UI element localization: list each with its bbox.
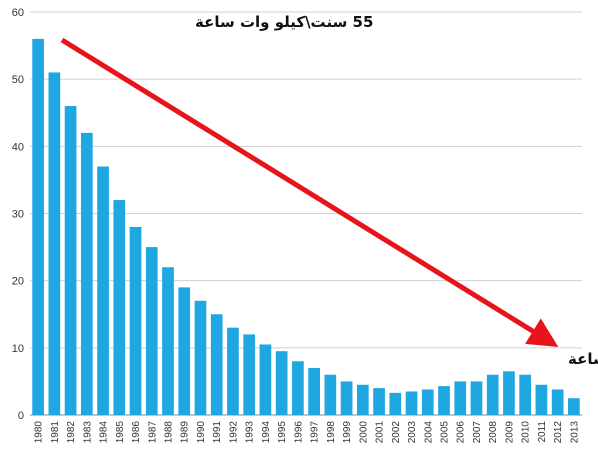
- bar-1983: [80, 132, 93, 415]
- x-tick-label: 2008: [488, 421, 499, 444]
- bar-2006: [454, 381, 467, 415]
- y-tick-label: 30: [12, 209, 24, 221]
- x-tick-label: 1989: [180, 421, 191, 444]
- x-tick-label: 2010: [521, 421, 532, 444]
- bar-2004: [421, 389, 434, 415]
- x-tick-label: 1986: [131, 421, 142, 444]
- bar-1999: [340, 381, 353, 415]
- annotation-end: 2.2سنت\كيلو وات ساعة: [568, 350, 598, 368]
- bar-1991: [210, 314, 223, 415]
- bar-1982: [64, 106, 77, 416]
- x-tick-label: 2009: [504, 421, 515, 444]
- bar-2001: [373, 388, 385, 415]
- bar-1987: [145, 247, 158, 415]
- x-tick-label: 2005: [440, 421, 451, 444]
- x-tick-label: 1992: [228, 421, 239, 444]
- x-tick-label: 2002: [391, 421, 402, 444]
- bar-1988: [162, 267, 174, 415]
- bar-2012: [551, 389, 564, 415]
- annotation-start: 55 سنت\كيلو وات ساعة: [195, 13, 373, 31]
- trend-arrow: [60, 37, 559, 347]
- bar-1994: [259, 344, 272, 415]
- bar-2010: [519, 374, 532, 415]
- x-tick-label: 1991: [212, 421, 223, 444]
- bar-2008: [486, 374, 499, 415]
- y-axis: 0 10 20 30 40 50 60: [12, 7, 24, 422]
- bar-2000: [356, 384, 369, 415]
- x-tick-label: 2007: [472, 421, 483, 444]
- x-tick-label: 2006: [456, 421, 467, 444]
- bar-1992: [227, 327, 239, 415]
- bar-2011: [535, 384, 548, 415]
- bar-1981: [48, 72, 61, 415]
- bars: [32, 38, 580, 416]
- x-tick-label: 2011: [537, 421, 548, 443]
- bar-1980: [32, 38, 44, 415]
- x-tick-label: 2013: [569, 421, 580, 444]
- x-axis: 1980 1981 1982 1983 1984 1985 1986 1987 1988 1989…: [34, 421, 581, 444]
- y-tick-label: 20: [12, 276, 24, 288]
- x-tick-label: 1987: [147, 421, 158, 444]
- x-tick-label: 1999: [342, 421, 353, 444]
- bar-1985: [113, 200, 126, 415]
- x-tick-label: 1985: [115, 421, 126, 444]
- x-tick-label: 1980: [34, 421, 45, 444]
- bar-1997: [308, 367, 320, 415]
- x-tick-label: 1990: [196, 421, 207, 444]
- x-tick-label: 1998: [326, 421, 337, 444]
- bar-1986: [129, 226, 142, 415]
- bar-1996: [292, 361, 304, 415]
- bar-1990: [194, 300, 207, 415]
- x-tick-label: 1983: [82, 421, 93, 444]
- y-tick-label: 40: [12, 141, 24, 153]
- x-tick-label: 1994: [261, 421, 272, 444]
- x-tick-label: 2001: [375, 421, 386, 444]
- x-tick-label: 1993: [245, 421, 256, 444]
- x-tick-label: 2003: [407, 421, 418, 444]
- x-tick-label: 1997: [310, 421, 321, 444]
- bar-1995: [275, 351, 288, 415]
- bar-1984: [97, 166, 109, 415]
- x-tick-label: 2012: [553, 421, 564, 444]
- x-tick-label: 2000: [358, 421, 369, 444]
- bar-1998: [324, 374, 337, 415]
- bar-2009: [503, 371, 515, 415]
- x-tick-label: 1982: [66, 421, 77, 444]
- y-tick-label: 50: [12, 74, 24, 86]
- bar-2013: [568, 398, 580, 415]
- y-tick-label: 60: [12, 7, 24, 19]
- bar-1989: [178, 287, 191, 415]
- x-tick-label: 2004: [423, 421, 434, 444]
- bar-2005: [438, 386, 450, 415]
- x-tick-label: 1981: [50, 421, 61, 444]
- bar-2003: [405, 391, 418, 415]
- x-tick-label: 1995: [277, 421, 288, 444]
- x-tick-label: 1988: [164, 421, 175, 444]
- x-tick-label: 1996: [293, 421, 304, 444]
- y-tick-label: 0: [18, 410, 24, 422]
- y-tick-label: 10: [12, 343, 24, 355]
- bar-2002: [389, 392, 402, 415]
- bar-1993: [243, 334, 256, 415]
- bar-2007: [470, 381, 483, 415]
- x-tick-label: 1984: [99, 421, 110, 444]
